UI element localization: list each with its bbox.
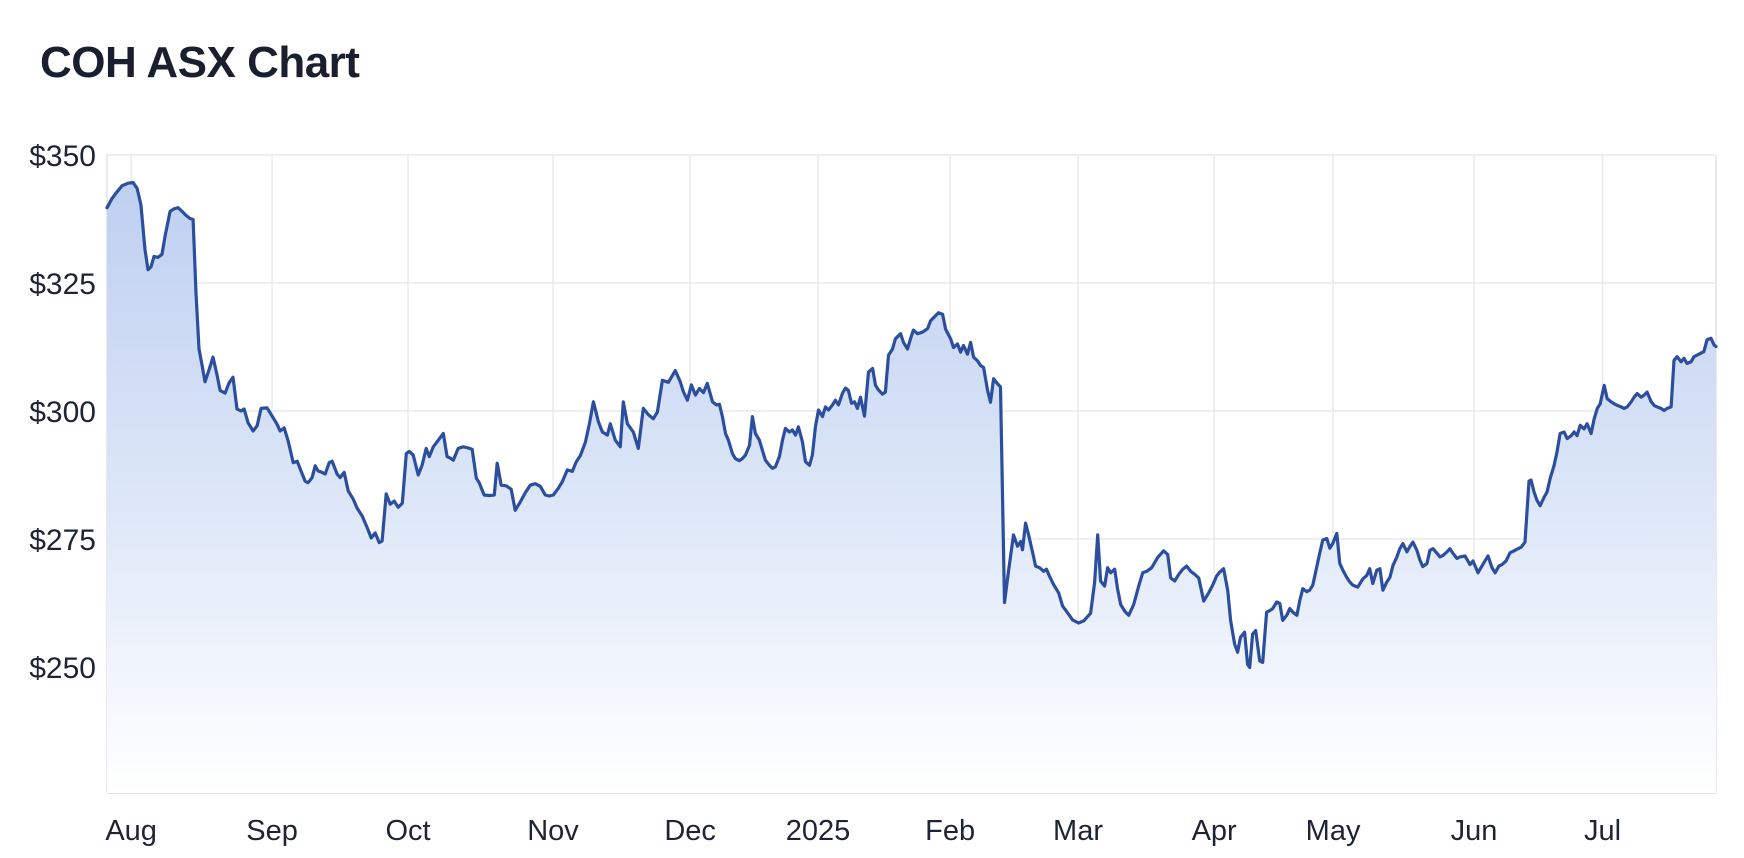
chart-title: COH ASX Chart (40, 38, 360, 87)
x-axis-label: Sep (246, 815, 298, 847)
price-area (107, 182, 1716, 794)
y-axis-label: $350 (29, 140, 96, 173)
y-axis-label: $325 (29, 268, 96, 301)
y-axis-labels: $350 $325 $300 $275 $250 (29, 140, 96, 685)
x-axis-label: Feb (925, 815, 975, 847)
x-axis-label: Jun (1451, 815, 1498, 847)
x-axis-label: Dec (664, 815, 716, 847)
x-axis-label: Oct (385, 815, 430, 847)
x-axis-label: 2025 (786, 815, 851, 847)
y-axis-label: $250 (29, 652, 96, 685)
x-axis-label: Nov (527, 815, 579, 847)
x-axis-labels: Aug Sep Oct Nov Dec 2025 Feb Mar Apr May Jun Jul (105, 815, 1621, 847)
y-axis-label: $300 (29, 396, 96, 429)
price-line (105, 181, 1718, 670)
x-axis-label: May (1306, 815, 1361, 847)
x-axis-label: Mar (1053, 815, 1103, 847)
y-axis-label: $275 (29, 524, 96, 557)
x-axis-label: Apr (1192, 815, 1237, 847)
x-axis-label: Jul (1584, 815, 1621, 847)
x-axis-label: Aug (105, 815, 157, 847)
